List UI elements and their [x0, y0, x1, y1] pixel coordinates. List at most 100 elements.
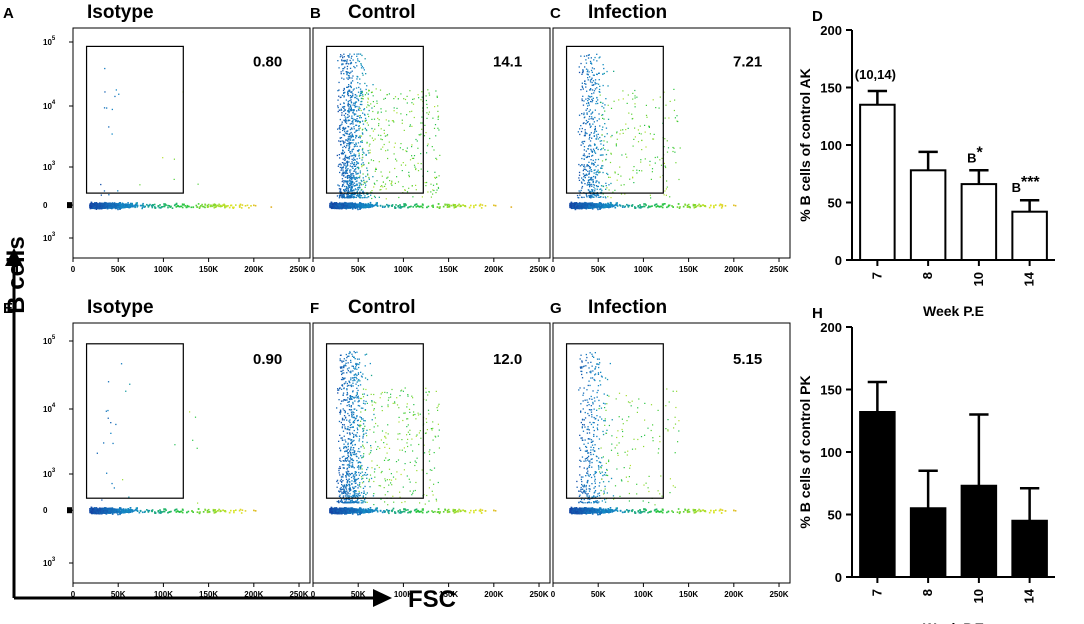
scatter-point [416, 140, 418, 142]
scatter-point [343, 53, 345, 55]
scatter-point [356, 97, 358, 100]
scatter-point [154, 206, 156, 208]
scatter-point [355, 113, 357, 115]
scatter-point [356, 166, 358, 169]
scatter-point [343, 134, 345, 136]
scatter-point [365, 154, 367, 156]
scatter-point [420, 122, 422, 124]
scatter-point [587, 202, 589, 205]
scatter-point [344, 180, 346, 183]
scatter-point [478, 204, 481, 207]
scatter-point [347, 188, 349, 190]
scatter-point [100, 194, 102, 196]
scatter-point [344, 164, 346, 166]
scatter-point [360, 101, 362, 103]
scatter-point [340, 194, 342, 197]
scatter-point [364, 82, 366, 85]
scatter-point [468, 206, 471, 209]
scatter-point [345, 171, 347, 173]
scatter-point [329, 203, 332, 205]
scatter-point [349, 123, 351, 125]
scatter-point [378, 161, 380, 163]
scatter-point [355, 171, 357, 173]
scatter-point [348, 90, 350, 92]
scatter-point [354, 120, 357, 122]
scatter-point [343, 128, 345, 130]
scatter-point [446, 206, 449, 208]
scatter-point [358, 177, 361, 179]
scatter-point [343, 205, 346, 207]
scatter-point [244, 205, 247, 207]
scatter-point [351, 151, 353, 153]
scatter-point [457, 204, 459, 207]
scatter-point [348, 195, 350, 198]
scatter-point [347, 119, 350, 121]
scatter-point [413, 164, 416, 166]
scatter-point [351, 115, 353, 117]
scatter-point [366, 180, 368, 183]
scatter-point [349, 91, 352, 93]
scatter-point [372, 139, 375, 142]
scatter-point [343, 67, 345, 70]
scatter-point [132, 205, 135, 207]
scatter-point [615, 202, 618, 204]
scatter-point [355, 119, 357, 121]
scatter-point [365, 181, 367, 183]
scatter-point [384, 183, 387, 185]
scatter-point [419, 134, 421, 136]
scatter-point [346, 172, 349, 174]
scatter-point [721, 204, 724, 206]
scatter-point [407, 206, 409, 209]
scatter-point [420, 133, 422, 135]
scatter-point [342, 184, 344, 186]
scatter-point [350, 131, 352, 134]
scatter-point [733, 204, 735, 207]
scatter-point [347, 140, 349, 142]
scatter-point [405, 164, 407, 166]
scatter-point [366, 129, 368, 132]
scatter-point [357, 108, 360, 110]
scatter-point [350, 137, 352, 139]
scatter-point [347, 55, 349, 57]
scatter-point [425, 132, 427, 134]
scatter-point [96, 203, 98, 206]
scatter-point [350, 193, 353, 196]
scatter-point [399, 147, 401, 149]
scatter-point [412, 206, 414, 208]
scatter-point [350, 206, 352, 208]
scatter-point [346, 177, 349, 179]
scatter-point [362, 151, 364, 153]
scatter-point [356, 115, 358, 117]
scatter-point [146, 203, 148, 206]
scatter-point [351, 193, 353, 195]
scatter-point [359, 135, 361, 138]
scatter-point [584, 201, 586, 204]
scatter-point [342, 167, 344, 169]
scatter-point [349, 59, 351, 62]
scatter-point [115, 203, 117, 205]
scatter-point [368, 115, 370, 118]
scatter-point [107, 204, 109, 207]
scatter-point [628, 204, 631, 207]
scatter-point [358, 196, 361, 198]
scatter-point [376, 180, 378, 182]
scatter-point [362, 206, 365, 209]
scatter-point [354, 131, 356, 134]
scatter-point [436, 158, 438, 161]
scatter-point [417, 162, 419, 164]
scatter-point [176, 205, 179, 207]
scatter-point [357, 82, 359, 84]
scatter-point [358, 157, 361, 159]
scatter-point [351, 202, 354, 204]
scatter-point [348, 180, 350, 182]
scatter-point [209, 205, 212, 208]
scatter-point [438, 175, 440, 177]
scatter-point [233, 206, 235, 209]
scatter-point [394, 206, 396, 208]
scatter-point [342, 205, 344, 208]
scatter-point [376, 102, 378, 104]
scatter-point [115, 205, 117, 207]
scatter-point [353, 88, 355, 90]
scatter-point [346, 77, 348, 79]
scatter-point [372, 110, 374, 113]
